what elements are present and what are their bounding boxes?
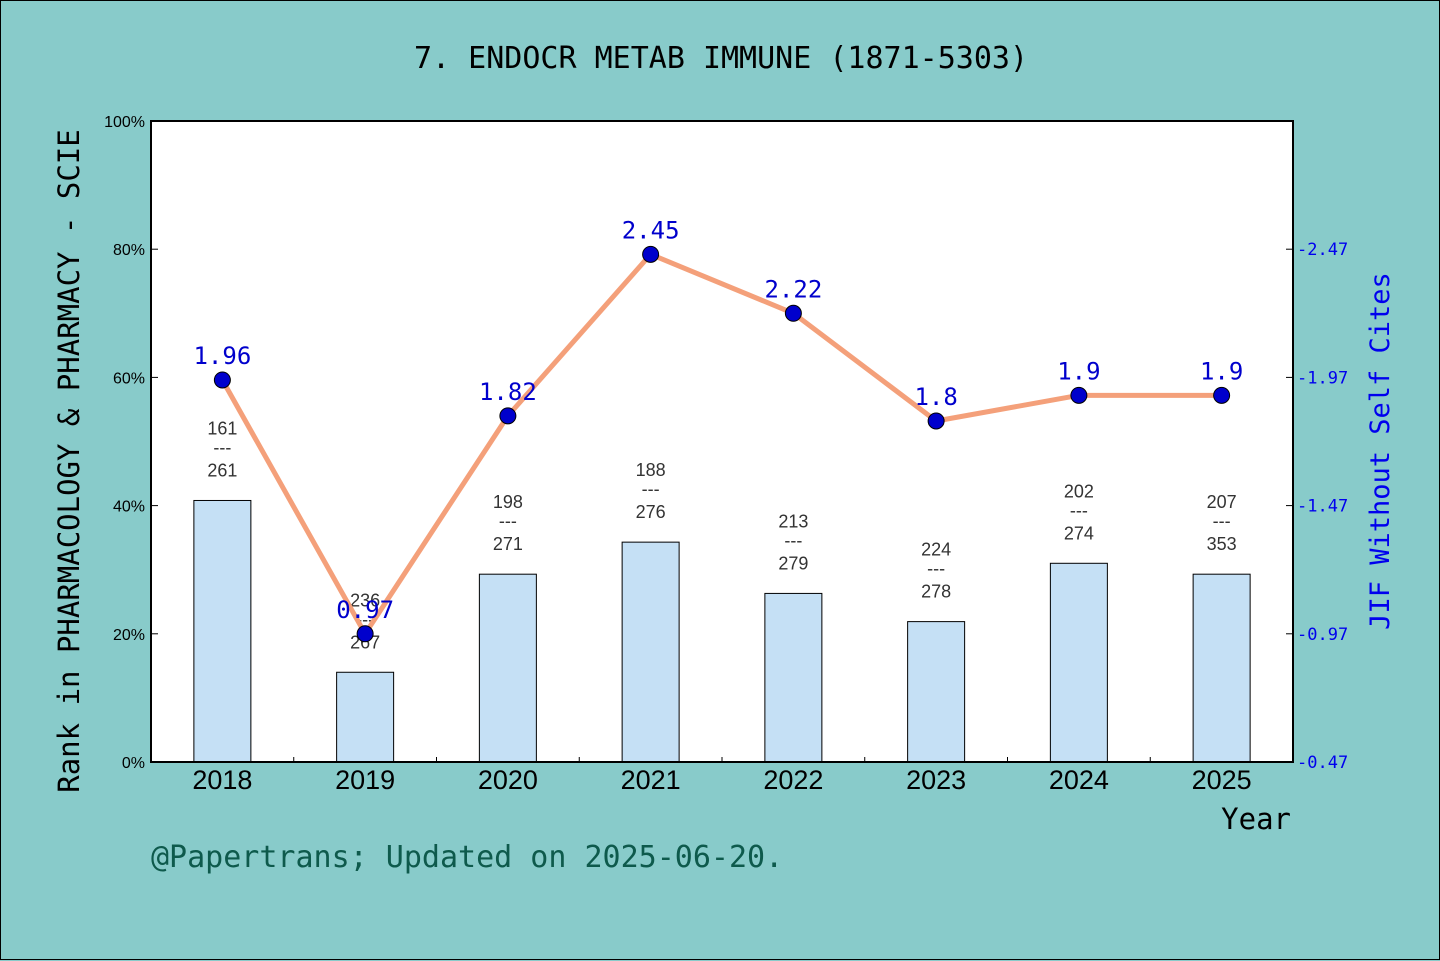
jif-label-2022: 2.22 bbox=[764, 275, 822, 303]
bar-2021 bbox=[621, 541, 680, 763]
right-tick-label: -0.47 bbox=[1297, 753, 1348, 773]
jif-label-2019: 0.97 bbox=[336, 596, 394, 624]
rank-total-2022: 279 bbox=[778, 553, 808, 573]
jif-line bbox=[220, 251, 1222, 637]
left-tick-label: 40% bbox=[113, 499, 145, 516]
rank-total-2021: 276 bbox=[636, 502, 666, 522]
jif-label-2021: 2.45 bbox=[622, 216, 680, 244]
rank-separator: --- bbox=[1213, 511, 1231, 531]
bar-series bbox=[193, 499, 1251, 763]
chart-title: 7. ENDOCR METAB IMMUNE (1871-5303) bbox=[414, 41, 1028, 76]
jif-point-2023 bbox=[927, 412, 945, 430]
jif-label-2018: 1.96 bbox=[193, 342, 251, 370]
left-tick-label: 60% bbox=[113, 370, 145, 387]
bar-2022 bbox=[764, 592, 823, 763]
rank-total-2023: 278 bbox=[921, 582, 951, 602]
jif-label-2020: 1.82 bbox=[479, 378, 537, 406]
rank-total-2020: 271 bbox=[493, 534, 523, 554]
footer-credit: @Papertrans; Updated on 2025-06-20. bbox=[151, 840, 783, 875]
rank-total-2025: 353 bbox=[1207, 534, 1237, 554]
rank-label-2018: 161 bbox=[207, 418, 237, 438]
jif-label-2025: 1.9 bbox=[1200, 357, 1243, 385]
rank-label-2020: 198 bbox=[493, 492, 523, 512]
jif-line-series: 1.96 0.97 1.82 2.45 2.22 1.8 1.9 1.9 bbox=[193, 216, 1243, 643]
bar-2023 bbox=[907, 621, 966, 763]
x-tick-label-2021: 2021 bbox=[621, 765, 681, 795]
rank-separator: --- bbox=[1070, 500, 1088, 520]
rank-separator: --- bbox=[927, 559, 945, 579]
x-tick-label-2025: 2025 bbox=[1192, 765, 1252, 795]
rank-separator: --- bbox=[784, 530, 802, 550]
left-tick-label: 100% bbox=[104, 114, 145, 131]
rank-label-2021: 188 bbox=[636, 460, 666, 480]
bar-2020 bbox=[478, 573, 537, 763]
rank-labels: 161---261236---267198---271188---276213-… bbox=[207, 418, 1236, 652]
right-axis-label: JIF Without Self Cites bbox=[1365, 272, 1396, 630]
right-tick-label: -2.47 bbox=[1297, 240, 1348, 260]
rank-separator: --- bbox=[213, 437, 231, 457]
bar-2025 bbox=[1192, 573, 1251, 763]
left-tick-label: 80% bbox=[113, 242, 145, 259]
plot-area bbox=[151, 121, 1293, 762]
rank-label-2019: 236 bbox=[350, 590, 380, 610]
rank-label-2023: 224 bbox=[921, 540, 951, 560]
jif-point-2019 bbox=[356, 625, 374, 643]
right-tick-label: -1.47 bbox=[1297, 497, 1348, 517]
x-axis-label: Year bbox=[1221, 802, 1291, 836]
rank-label-2025: 207 bbox=[1207, 492, 1237, 512]
jif-point-2018 bbox=[213, 371, 231, 389]
right-tick-label: -1.97 bbox=[1297, 368, 1348, 388]
rank-label-2024: 202 bbox=[1064, 481, 1094, 501]
jif-point-2020 bbox=[499, 407, 517, 425]
left-tick-label: 0% bbox=[122, 755, 145, 772]
jif-point-2024 bbox=[1070, 386, 1088, 404]
x-tick-label-2022: 2022 bbox=[763, 765, 823, 795]
jif-point-2022 bbox=[784, 304, 802, 322]
x-tick-label-2019: 2019 bbox=[335, 765, 395, 795]
x-tick-label-2020: 2020 bbox=[478, 765, 538, 795]
left-axis: 0% 20% 40% 60% 80% 100% bbox=[104, 114, 158, 772]
rank-separator: --- bbox=[499, 511, 517, 531]
jif-point-2025 bbox=[1213, 386, 1231, 404]
x-axis: 2018 2019 2020 2021 2022 2023 2024 2025 bbox=[192, 757, 1252, 795]
x-tick-label-2023: 2023 bbox=[906, 765, 966, 795]
left-axis-label: Rank in PHARMACOLOGY & PHARMACY - SCIE bbox=[52, 129, 86, 792]
bar-2024 bbox=[1049, 562, 1108, 763]
bar-2018 bbox=[193, 499, 252, 763]
x-tick-label-2024: 2024 bbox=[1049, 765, 1109, 795]
jif-label-2023: 1.8 bbox=[914, 383, 957, 411]
right-axis: -0.47 -0.97 -1.47 -1.97 -2.47 bbox=[1286, 240, 1348, 773]
right-tick-label: -0.97 bbox=[1297, 625, 1348, 645]
left-tick-label: 20% bbox=[113, 627, 145, 644]
rank-total-2024: 274 bbox=[1064, 523, 1094, 543]
jif-point-2021 bbox=[642, 245, 660, 263]
rank-label-2022: 213 bbox=[778, 511, 808, 531]
x-tick-label-2018: 2018 bbox=[192, 765, 252, 795]
jif-label-2024: 1.9 bbox=[1057, 357, 1100, 385]
rank-separator: --- bbox=[642, 479, 660, 499]
bar-2019 bbox=[336, 671, 395, 763]
rank-total-2018: 261 bbox=[207, 460, 237, 480]
